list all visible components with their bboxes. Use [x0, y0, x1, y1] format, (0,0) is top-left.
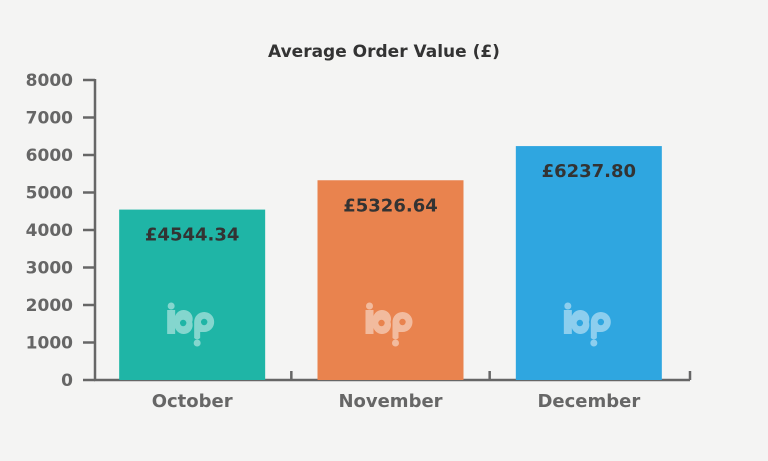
bar — [119, 209, 266, 380]
bar-group: £6237.80 — [515, 146, 662, 380]
bp-logo-icon — [167, 302, 215, 347]
y-tick-label: 2000 — [26, 296, 73, 316]
y-tick-label: 8000 — [26, 71, 73, 91]
x-tick-label: December — [537, 391, 640, 412]
bp-logo-icon — [563, 302, 611, 347]
bar-group: £5326.64 — [317, 180, 464, 380]
bp-logo-icon — [365, 302, 413, 347]
y-tick-label: 1000 — [26, 334, 73, 354]
y-tick-label: 3000 — [26, 259, 73, 279]
data-label: £5326.64 — [343, 195, 438, 216]
bar — [515, 146, 662, 380]
y-tick-label: 7000 — [26, 109, 73, 129]
bar — [317, 180, 464, 380]
y-tick-label: 0 — [61, 371, 73, 391]
chart-title: Average Order Value (£) — [268, 42, 500, 62]
x-tick-label: November — [338, 391, 442, 412]
y-tick-label: 5000 — [26, 184, 73, 204]
bar-group: £4544.34 — [119, 209, 266, 380]
y-tick-label: 6000 — [26, 146, 73, 166]
x-tick-label: October — [152, 391, 233, 412]
y-axis: 0 1000 2000 3000 4000 5000 6000 7000 8000 — [26, 71, 95, 391]
y-tick-label: 4000 — [26, 221, 73, 241]
x-axis: October November December — [152, 371, 692, 412]
data-label: £4544.34 — [145, 225, 240, 246]
data-label: £6237.80 — [542, 161, 637, 182]
bars: £4544.34 £5326.64 £6237.80 — [119, 146, 662, 380]
